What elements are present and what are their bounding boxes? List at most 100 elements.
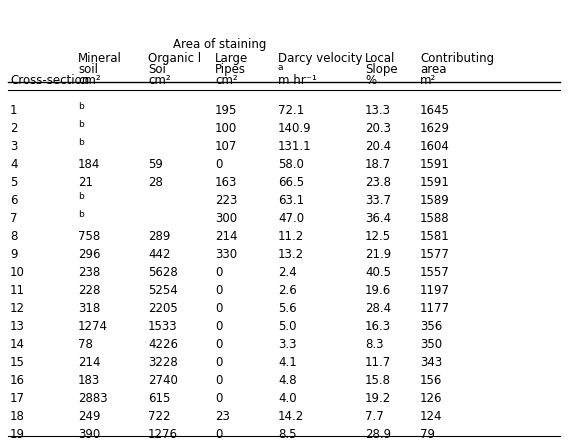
Text: 356: 356: [420, 320, 442, 333]
Text: m hr⁻¹: m hr⁻¹: [278, 74, 317, 87]
Text: a: a: [278, 63, 283, 72]
Text: 19: 19: [10, 428, 25, 441]
Text: 163: 163: [215, 176, 237, 189]
Text: cm²: cm²: [148, 74, 170, 87]
Text: 4.8: 4.8: [278, 374, 296, 387]
Text: 1197: 1197: [420, 284, 450, 297]
Text: 1581: 1581: [420, 230, 450, 243]
Text: b: b: [78, 138, 83, 147]
Text: 18: 18: [10, 410, 25, 423]
Text: 19.6: 19.6: [365, 284, 391, 297]
Text: 343: 343: [420, 356, 442, 369]
Text: 2883: 2883: [78, 392, 107, 405]
Text: 0: 0: [215, 284, 223, 297]
Text: 2740: 2740: [148, 374, 178, 387]
Text: 1629: 1629: [420, 122, 450, 135]
Text: 3228: 3228: [148, 356, 178, 369]
Text: 17: 17: [10, 392, 25, 405]
Text: b: b: [78, 210, 83, 219]
Text: 7.7: 7.7: [365, 410, 384, 423]
Text: 12: 12: [10, 302, 25, 315]
Text: 0: 0: [215, 338, 223, 351]
Text: 0: 0: [215, 374, 223, 387]
Text: 214: 214: [215, 230, 237, 243]
Text: 14.2: 14.2: [278, 410, 304, 423]
Text: 183: 183: [78, 374, 100, 387]
Text: 0: 0: [215, 320, 223, 333]
Text: 330: 330: [215, 248, 237, 261]
Text: 1589: 1589: [420, 194, 450, 207]
Text: 1533: 1533: [148, 320, 178, 333]
Text: 20.3: 20.3: [365, 122, 391, 135]
Text: 5: 5: [10, 176, 18, 189]
Text: 1604: 1604: [420, 140, 450, 153]
Text: 5.6: 5.6: [278, 302, 296, 315]
Text: 2: 2: [10, 122, 18, 135]
Text: Organic l: Organic l: [148, 52, 201, 65]
Text: 184: 184: [78, 158, 101, 171]
Text: 4.1: 4.1: [278, 356, 296, 369]
Text: 58.0: 58.0: [278, 158, 304, 171]
Text: 249: 249: [78, 410, 101, 423]
Text: 126: 126: [420, 392, 442, 405]
Text: cm²: cm²: [78, 74, 101, 87]
Text: 5628: 5628: [148, 266, 178, 279]
Text: 28.4: 28.4: [365, 302, 391, 315]
Text: 5254: 5254: [148, 284, 178, 297]
Text: 1645: 1645: [420, 104, 450, 117]
Text: 20.4: 20.4: [365, 140, 391, 153]
Text: 390: 390: [78, 428, 100, 441]
Text: 195: 195: [215, 104, 237, 117]
Text: 19.2: 19.2: [365, 392, 391, 405]
Text: 78: 78: [78, 338, 93, 351]
Text: m²: m²: [420, 74, 436, 87]
Text: 722: 722: [148, 410, 170, 423]
Text: 8.5: 8.5: [278, 428, 296, 441]
Text: cm²: cm²: [215, 74, 237, 87]
Text: 4.0: 4.0: [278, 392, 296, 405]
Text: 615: 615: [148, 392, 170, 405]
Text: b: b: [78, 102, 83, 111]
Text: 0: 0: [215, 392, 223, 405]
Text: 3.3: 3.3: [278, 338, 296, 351]
Text: 223: 223: [215, 194, 237, 207]
Text: 296: 296: [78, 248, 101, 261]
Text: soil: soil: [78, 63, 98, 76]
Text: 33.7: 33.7: [365, 194, 391, 207]
Text: 124: 124: [420, 410, 442, 423]
Text: 66.5: 66.5: [278, 176, 304, 189]
Text: 300: 300: [215, 212, 237, 225]
Text: %: %: [365, 74, 376, 87]
Text: 131.1: 131.1: [278, 140, 312, 153]
Text: 18.7: 18.7: [365, 158, 391, 171]
Text: 13.2: 13.2: [278, 248, 304, 261]
Text: 16: 16: [10, 374, 25, 387]
Text: 10: 10: [10, 266, 25, 279]
Text: Mineral: Mineral: [78, 52, 122, 65]
Text: 9: 9: [10, 248, 18, 261]
Text: 1577: 1577: [420, 248, 450, 261]
Text: 1: 1: [10, 104, 18, 117]
Text: 7: 7: [10, 212, 18, 225]
Text: Darcy velocity: Darcy velocity: [278, 52, 362, 65]
Text: Slope: Slope: [365, 63, 398, 76]
Text: 23: 23: [215, 410, 230, 423]
Text: 3: 3: [10, 140, 18, 153]
Text: 28: 28: [148, 176, 163, 189]
Text: 107: 107: [215, 140, 237, 153]
Text: 21.9: 21.9: [365, 248, 391, 261]
Text: Soi: Soi: [148, 63, 166, 76]
Text: Local: Local: [365, 52, 395, 65]
Text: Area of staining: Area of staining: [173, 38, 267, 51]
Text: 1557: 1557: [420, 266, 450, 279]
Text: 758: 758: [78, 230, 100, 243]
Text: 63.1: 63.1: [278, 194, 304, 207]
Text: 47.0: 47.0: [278, 212, 304, 225]
Text: 1177: 1177: [420, 302, 450, 315]
Text: 12.5: 12.5: [365, 230, 391, 243]
Text: 228: 228: [78, 284, 101, 297]
Text: 23.8: 23.8: [365, 176, 391, 189]
Text: 1274: 1274: [78, 320, 108, 333]
Text: 4226: 4226: [148, 338, 178, 351]
Text: Contributing: Contributing: [420, 52, 494, 65]
